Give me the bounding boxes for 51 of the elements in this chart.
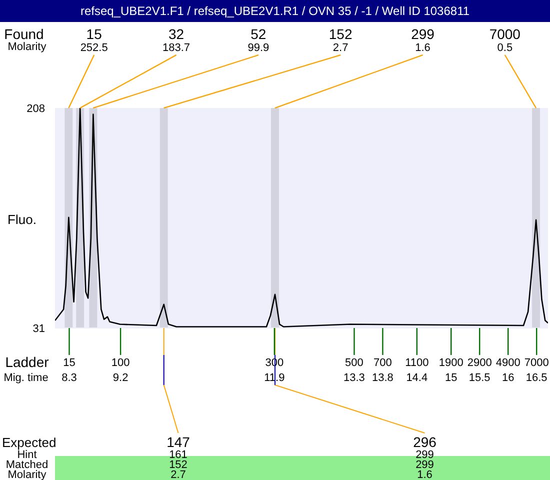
x-tick-label: 16.5	[526, 372, 548, 384]
annotation: 15	[63, 357, 76, 369]
text: Found	[4, 26, 44, 42]
annotation: 2900	[467, 357, 492, 369]
annotation: 1.6	[415, 42, 430, 54]
line-series	[55, 108, 548, 328]
annotation: 1900	[438, 357, 464, 369]
y-tick-label: 208	[26, 103, 45, 115]
annotation: 700	[374, 357, 392, 369]
annotation: 0.5	[497, 42, 513, 54]
text: Ladder	[5, 354, 50, 370]
text: 1.6	[417, 469, 432, 480]
annotation: 7000	[489, 26, 521, 42]
annotation: 2.7	[332, 42, 348, 54]
chart-title: refseq_UBE2V1.F1 / refseq_UBE2V1.R1 / OVN 35 / -1 / Well ID 1036811	[0, 0, 550, 22]
x-axis-title: Mig. time	[4, 372, 48, 384]
annotation: 252.5	[80, 42, 108, 54]
x-tick-label: 14.4	[406, 372, 428, 384]
annotation: 147	[166, 434, 190, 450]
text: 2.7	[170, 469, 186, 480]
annotation: 15	[86, 26, 102, 42]
x-tick-label: 13.3	[344, 372, 365, 384]
annotation: 99.9	[248, 42, 270, 54]
annotation: 299	[411, 26, 435, 42]
annotation: 32	[168, 26, 184, 42]
annotation: 296	[413, 434, 437, 450]
text: 299	[416, 459, 434, 471]
annotation: 100	[111, 357, 130, 369]
x-tick-label: 15.5	[468, 372, 490, 384]
text: 161	[169, 449, 188, 461]
x-tick-label: 15	[444, 372, 458, 384]
y-axis-title: Fluo.	[8, 212, 36, 227]
annotation: 4900	[496, 357, 520, 369]
text: Molarity	[8, 469, 47, 480]
x-tick-label: 8.3	[62, 372, 77, 384]
text: Expected	[2, 435, 56, 450]
y-tick-label: 31	[32, 323, 45, 335]
annotation: 183.7	[162, 42, 190, 54]
text: Matched	[6, 459, 48, 471]
text: Molarity	[8, 41, 47, 53]
x-tick-label: 13.8	[372, 372, 394, 384]
annotation: 500	[345, 357, 364, 369]
annotation: 152	[328, 26, 352, 42]
text: Hint	[17, 449, 37, 461]
text: 152	[169, 459, 188, 471]
annotation: 7000	[524, 357, 549, 369]
x-tick-label: 16	[502, 372, 514, 384]
annotation: 1100	[405, 357, 429, 369]
x-tick-label: 9.2	[112, 372, 128, 384]
annotation: 52	[250, 26, 266, 42]
text: 299	[416, 449, 434, 461]
